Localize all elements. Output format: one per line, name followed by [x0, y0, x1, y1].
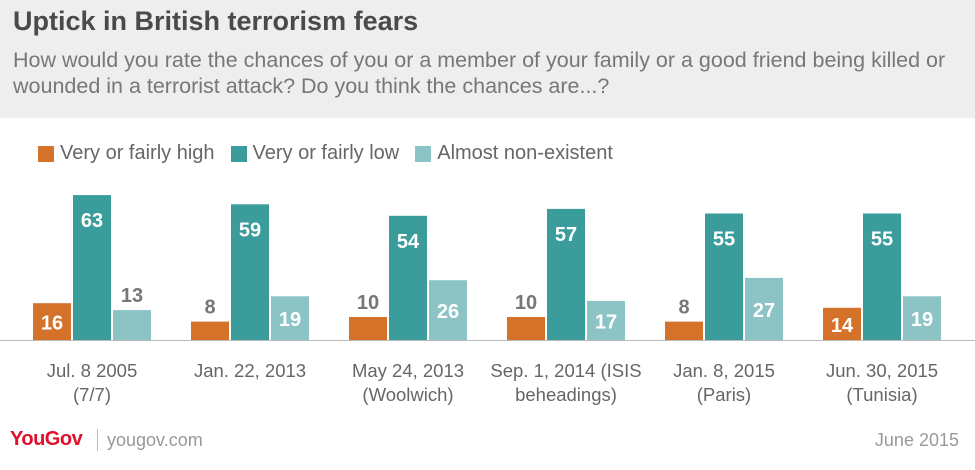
- data-label-2-1: 54: [397, 231, 420, 253]
- chart-title: Uptick in British terrorism fears: [13, 6, 419, 36]
- data-label-1-1: 59: [239, 219, 261, 241]
- legend: Very or fairly high Very or fairly low A…: [38, 142, 629, 165]
- category-label-5-1: (Tunisia): [846, 384, 917, 405]
- bar-2-1: [389, 215, 427, 340]
- category-label-2-0: May 24, 2013: [352, 360, 464, 381]
- legend-item-low: Very or fairly low: [230, 142, 400, 165]
- category-label-4-0: Jan. 8, 2015: [673, 360, 775, 381]
- legend-item-high: Very or fairly high: [38, 142, 215, 165]
- footer-date: June 2015: [874, 430, 959, 450]
- bar-2-2: [429, 280, 467, 340]
- legend-swatch-low: [230, 145, 247, 162]
- data-label-4-2: 27: [753, 300, 775, 322]
- bar-5-0: [823, 307, 861, 340]
- data-label-1-2: 19: [279, 309, 301, 331]
- category-label-1-0: Jan. 22, 2013: [194, 360, 306, 381]
- bar-5-2: [903, 296, 941, 340]
- data-label-2-2: 26: [437, 301, 459, 323]
- category-label-2-1: (Woolwich): [362, 384, 453, 405]
- bar-1-1: [231, 204, 269, 340]
- bar-0-2: [113, 310, 151, 340]
- data-label-5-2: 19: [911, 309, 933, 331]
- bar-0-1: [73, 195, 111, 340]
- bar-0-0: [33, 303, 71, 340]
- data-label-0-2: 13: [121, 285, 143, 307]
- data-label-5-1: 55: [871, 229, 893, 251]
- bar-3-1: [547, 208, 585, 340]
- category-label-3-1: beheadings): [515, 384, 617, 405]
- legend-label-high: Very or fairly high: [60, 142, 215, 164]
- data-label-0-1: 63: [81, 210, 103, 232]
- data-label-3-0: 10: [515, 292, 537, 314]
- header-panel: Uptick in British terrorism fears How wo…: [0, 0, 975, 118]
- bar-5-1: [863, 213, 901, 340]
- footer-divider: [97, 429, 98, 451]
- legend-label-nonexistent: Almost non-existent: [437, 142, 613, 164]
- data-label-0-0: 16: [41, 313, 63, 335]
- bar-3-0: [507, 317, 545, 340]
- bar-1-2: [271, 296, 309, 340]
- category-label-5-0: Jun. 30, 2015: [826, 360, 938, 381]
- bar-chart: 16 63 13 Jul. 8 2005 (7/7) 8 59 19 Jan. 22, 2013…: [0, 195, 975, 405]
- category-label-4-1: (Paris): [697, 384, 751, 405]
- data-label-1-0: 8: [204, 297, 215, 319]
- legend-swatch-high: [38, 145, 54, 162]
- data-label-3-2: 17: [595, 311, 617, 333]
- data-label-3-1: 57: [555, 224, 577, 246]
- bar-4-2: [745, 277, 783, 340]
- data-label-4-0: 8: [678, 297, 689, 319]
- bar-1-0: [191, 321, 229, 340]
- bar-3-2: [587, 300, 625, 340]
- yougov-logo: YouGov: [10, 428, 83, 450]
- data-label-4-1: 55: [713, 229, 735, 251]
- bar-4-0: [665, 321, 703, 340]
- bar-2-0: [349, 317, 387, 340]
- footer-url: yougov.com: [107, 430, 203, 450]
- category-label-0-0: Jul. 8 2005: [47, 360, 138, 381]
- legend-swatch-nonexistent: [415, 145, 432, 162]
- chart-subtitle: How would you rate the chances of you or…: [13, 48, 946, 98]
- data-label-2-0: 10: [357, 292, 379, 314]
- legend-item-nonexistent: Almost non-existent: [415, 142, 613, 165]
- category-label-0-1: (7/7): [73, 384, 111, 405]
- legend-label-low: Very or fairly low: [252, 142, 400, 164]
- data-label-5-0: 14: [831, 315, 854, 337]
- bar-4-1: [705, 213, 743, 340]
- category-label-3-0: Sep. 1, 2014 (ISIS: [490, 360, 641, 381]
